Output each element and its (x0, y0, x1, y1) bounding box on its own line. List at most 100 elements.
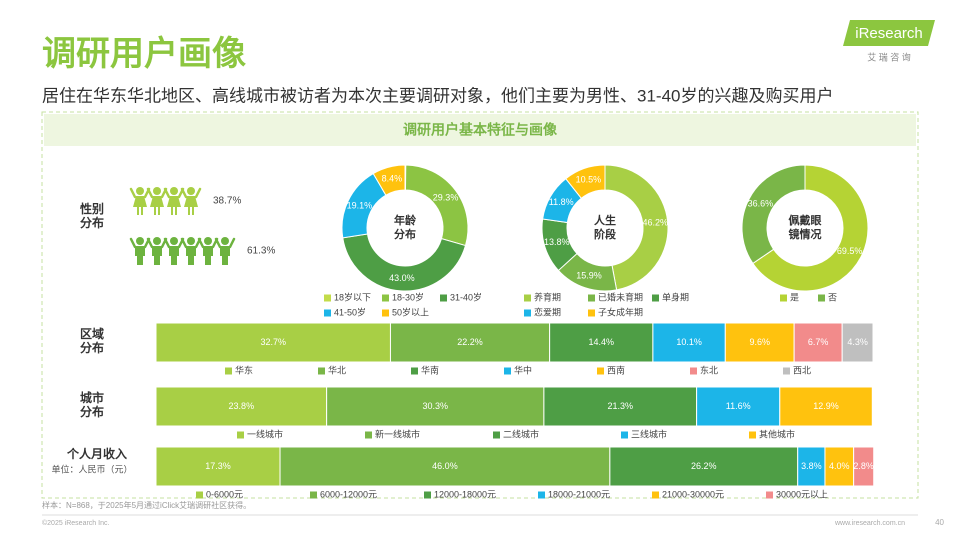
url: www.iresearch.com.cn (834, 520, 905, 527)
note: 样本：N=868，于2025年5月通过iClick艾瑞调研社区获得。 (42, 500, 251, 510)
value-label: 4.0% (829, 461, 850, 471)
chart-label: 年龄 (394, 213, 417, 227)
bar-segment (841, 322, 874, 363)
legend-swatch (411, 367, 418, 375)
value-label: 10.5% (576, 175, 602, 185)
value-label: 11.8% (549, 197, 574, 207)
page-number: 40 (935, 518, 944, 527)
legend-label: 养育期 (534, 291, 561, 302)
copyright: ©2025 iResearch Inc. (42, 519, 109, 527)
legend-label: 华南 (421, 364, 439, 375)
legend-label: 50岁以上 (392, 306, 429, 317)
legend-label: 0-6000元 (206, 489, 243, 499)
legend-swatch (524, 309, 531, 317)
person-head (187, 237, 195, 245)
legend-swatch (749, 431, 756, 439)
bar-segment (155, 322, 391, 363)
legend-swatch (424, 491, 431, 499)
legend-swatch (621, 431, 628, 439)
legend-swatch (597, 367, 604, 375)
pictogram-group (129, 237, 236, 265)
value-label: 29.3% (433, 192, 459, 202)
bar-segment (326, 386, 545, 427)
legend-swatch (196, 491, 203, 499)
legend-label: 东北 (700, 364, 718, 375)
donut-slice (372, 164, 406, 196)
person-head (153, 237, 161, 245)
person-body (152, 246, 162, 265)
legend-label: 子女成年期 (598, 306, 643, 317)
legend-label: 华北 (328, 364, 346, 375)
value-label: 12.9% (813, 401, 839, 411)
legend-swatch (225, 367, 232, 375)
chart-label: 分布 (80, 404, 104, 419)
legend-swatch (766, 491, 773, 499)
bar-segment (696, 386, 781, 427)
bar-segment (609, 446, 799, 487)
value-label: 17.3% (205, 461, 231, 471)
legend-swatch (504, 367, 511, 375)
logo: iResearch (855, 25, 923, 42)
legend-swatch (538, 491, 545, 499)
bar-segment (155, 446, 281, 487)
value-label: 32.7% (260, 337, 286, 347)
value-label: 36.6% (748, 199, 774, 209)
legend-label: 已婚未育期 (598, 291, 643, 302)
value-label: 43.0% (389, 273, 415, 283)
chart-label: 城市 (80, 390, 104, 405)
person-head (136, 187, 144, 195)
legend-swatch (318, 367, 325, 375)
pictogram-group (129, 187, 202, 215)
slide-title: 调研用户画像 (42, 35, 246, 73)
legend-label: 三线城市 (631, 428, 667, 439)
value-label: 46.0% (432, 461, 458, 471)
legend-label: 18岁以下 (334, 291, 371, 302)
person-body (133, 196, 147, 215)
legend-label: 一线城市 (247, 428, 283, 439)
chart-label: 区域 (80, 326, 104, 341)
bar-segment (779, 386, 873, 427)
bar-segment (543, 386, 698, 427)
donut-slice (752, 164, 869, 292)
donut-slice (604, 164, 669, 291)
person-body (203, 246, 213, 265)
chart-label: 人生 (594, 213, 616, 227)
legend-label: 西南 (607, 364, 625, 375)
chart-label: 分布 (80, 215, 104, 230)
value-label: 26.2% (691, 461, 717, 471)
bar-segment (279, 446, 611, 487)
person-arms (214, 237, 236, 249)
donut-slice (741, 164, 806, 265)
legend-swatch (780, 294, 787, 302)
legend-label: 6000-12000元 (320, 489, 377, 499)
value-label: 3.8% (801, 461, 822, 471)
value-label: 30.3% (423, 401, 449, 411)
person-body (186, 246, 196, 265)
legend-swatch (818, 294, 825, 302)
donut-slice (565, 164, 606, 199)
legend-label: 其他城市 (759, 428, 795, 439)
value-label: 6.7% (808, 337, 829, 347)
person-body (135, 246, 145, 265)
value-label: 9.6% (749, 337, 770, 347)
person-body (184, 196, 198, 215)
person-head (136, 237, 144, 245)
legend-label: 21000-30000元 (662, 489, 724, 499)
value-label: 15.9% (576, 270, 602, 280)
legend-label: 华东 (235, 364, 253, 375)
bar-segment (155, 386, 328, 427)
legend-swatch (382, 309, 389, 317)
legend-label: 41-50岁 (334, 306, 366, 317)
value-label: 23.8% (229, 401, 255, 411)
legend-swatch (652, 491, 659, 499)
value-label: 22.2% (457, 337, 483, 347)
logo-sub: 艾 瑞 咨 询 (867, 51, 911, 62)
value-label: 8.4% (382, 174, 403, 184)
legend-label: 恋爱期 (534, 306, 561, 317)
legend-label: 12000-18000元 (434, 489, 496, 499)
value-label: 13.8% (544, 237, 570, 247)
unit-label: 单位：人民币（元） (51, 463, 132, 474)
legend-label: 30000元以上 (776, 489, 828, 499)
legend-swatch (382, 294, 389, 302)
value-label: 38.7% (213, 196, 241, 207)
